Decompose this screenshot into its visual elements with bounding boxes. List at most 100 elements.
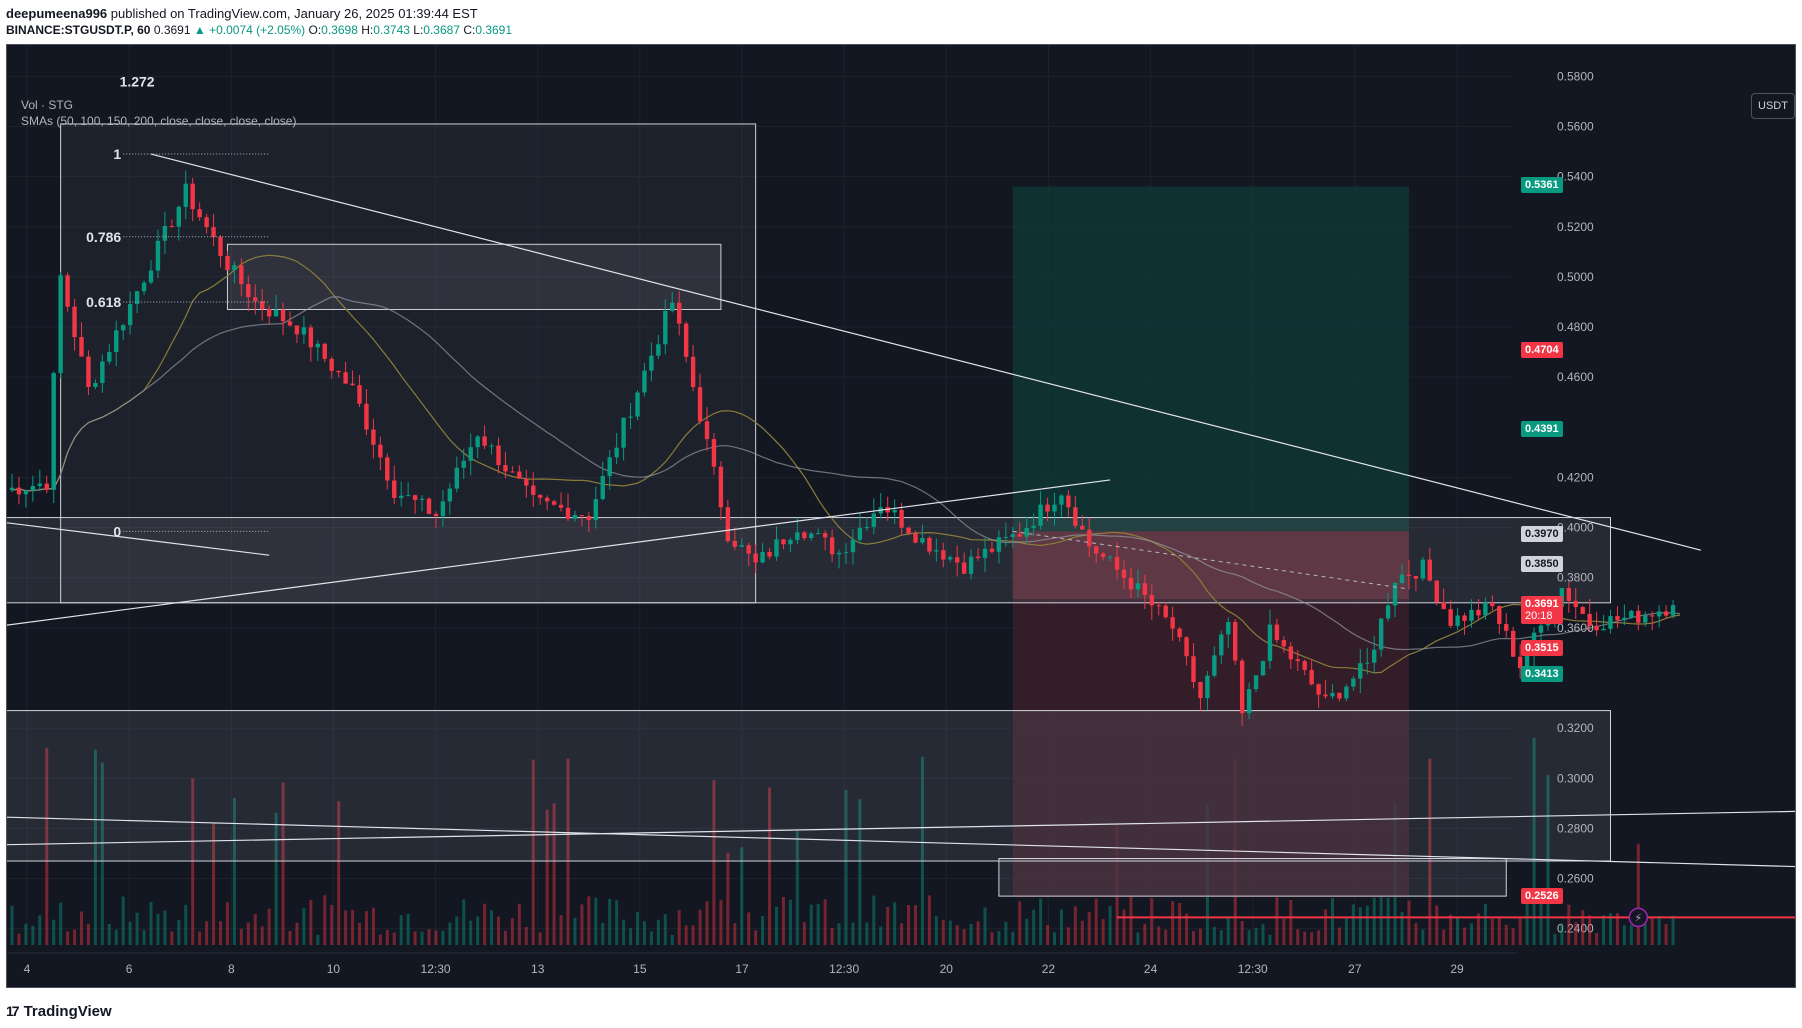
candle-body <box>711 439 717 467</box>
volume-bar <box>1553 934 1557 945</box>
candle-body <box>1316 684 1321 695</box>
volume-bar <box>531 759 535 945</box>
candle-body <box>405 495 411 497</box>
candle-body <box>864 526 870 528</box>
x-tick-label: 12:30 <box>1238 962 1268 976</box>
candle-body <box>1566 588 1571 601</box>
volume-bar <box>1150 898 1154 945</box>
volume-bar <box>66 931 70 945</box>
candle-body <box>558 504 564 508</box>
candle-body <box>1636 610 1641 623</box>
author-name[interactable]: deepumeena996 <box>6 6 108 21</box>
candle-body <box>454 467 459 489</box>
candle-body <box>544 497 550 502</box>
volume-bar <box>1490 918 1494 945</box>
candle-body <box>1656 611 1662 617</box>
candle-body <box>1615 616 1620 621</box>
volume-bar <box>1059 909 1063 945</box>
candle-body <box>447 488 453 502</box>
volume-bar <box>24 923 28 945</box>
volume-bar <box>1275 897 1279 945</box>
volume-bar <box>316 934 320 945</box>
volume-bar <box>1018 901 1022 945</box>
candle-body <box>37 483 42 486</box>
candle-body <box>753 553 758 563</box>
candle-body <box>656 344 661 356</box>
candle-body <box>1392 582 1398 606</box>
volume-bar <box>837 923 841 945</box>
candle-body <box>218 237 223 257</box>
published-text: published on TradingView.com, January 26… <box>110 6 478 21</box>
candle-body <box>704 421 710 440</box>
candle-body <box>141 282 147 292</box>
volume-bar <box>1178 902 1182 945</box>
candle-body <box>1413 575 1419 579</box>
volume-bar <box>1101 919 1105 945</box>
volume-bar <box>538 932 542 945</box>
candle-body <box>1038 504 1043 526</box>
volume-bar <box>1164 929 1168 945</box>
volume-bar <box>510 918 514 945</box>
volume-bar <box>1650 917 1654 945</box>
candle-body <box>1114 556 1120 570</box>
volume-bar <box>483 903 487 945</box>
candle-body <box>746 545 751 554</box>
chart-canvas[interactable]: 0.5800 0.5600 0.5400 0.5200 0.5000 0.4800 0.46… <box>7 45 1795 987</box>
x-tick-label: 10 <box>327 962 341 976</box>
symbol-interval[interactable]: BINANCE:STGUSDT.P, 60 <box>6 23 151 37</box>
candle-body <box>294 325 300 335</box>
volume-bar <box>378 934 382 945</box>
candle-body <box>364 403 369 430</box>
volume-bar <box>1212 926 1216 945</box>
volume-bar <box>1261 924 1265 945</box>
candle-body <box>1059 495 1064 505</box>
volume-bar <box>1136 932 1140 945</box>
volume-bar <box>733 923 737 945</box>
candle-body <box>1233 622 1238 661</box>
candle-body <box>86 356 91 387</box>
volume-bar <box>246 922 250 945</box>
volume-bar <box>212 823 216 945</box>
y-tick-label: 0.4800 <box>1557 320 1594 334</box>
volume-bar <box>1414 923 1418 945</box>
volume-bar <box>1317 930 1321 945</box>
candle-body <box>79 337 84 357</box>
volume-bar <box>879 926 883 945</box>
currency-unit-button[interactable]: USDT <box>1751 93 1795 119</box>
volume-bar <box>719 900 723 945</box>
volume-bar <box>1025 918 1029 945</box>
candle-body <box>134 291 140 305</box>
y-tick-label: 0.5600 <box>1557 119 1594 133</box>
volume-bar <box>983 907 987 945</box>
volume-bar <box>1581 910 1585 945</box>
volume-bar <box>1289 900 1293 945</box>
indicator-legend: Vol · STG SMAs (50, 100, 150, 200, close… <box>21 97 296 129</box>
volume-bar <box>1296 929 1300 945</box>
volume-legend[interactable]: Vol · STG <box>21 98 74 112</box>
volume-bar <box>955 925 959 945</box>
volume-bar <box>691 925 695 945</box>
candle-body <box>781 539 786 545</box>
sma-legend[interactable]: SMAs (50, 100, 150, 200, close, close, c… <box>21 114 297 128</box>
candle-body <box>621 417 626 448</box>
candle-body <box>169 226 175 228</box>
chart-pane[interactable]: 0.5800 0.5600 0.5400 0.5200 0.5000 0.4800 0.46… <box>6 44 1796 988</box>
volume-bar <box>636 912 639 945</box>
volume-bar <box>1226 917 1230 945</box>
candle-body <box>1003 536 1009 538</box>
candle-body <box>1608 616 1613 629</box>
volume-bar <box>1066 927 1070 945</box>
candle-body <box>1073 507 1078 526</box>
low-label: L: <box>413 23 424 37</box>
volume-bar <box>156 913 160 945</box>
candle-body <box>1587 613 1592 626</box>
volume-bar <box>267 908 271 945</box>
volume-bar <box>351 909 355 945</box>
candle-body <box>1643 615 1648 623</box>
x-tick-label: 12:30 <box>829 962 859 976</box>
volume-bar <box>552 803 556 945</box>
candle-body <box>1212 655 1217 676</box>
candle-body <box>1455 615 1460 626</box>
candle-body <box>107 352 112 362</box>
volume-bar <box>503 930 507 945</box>
